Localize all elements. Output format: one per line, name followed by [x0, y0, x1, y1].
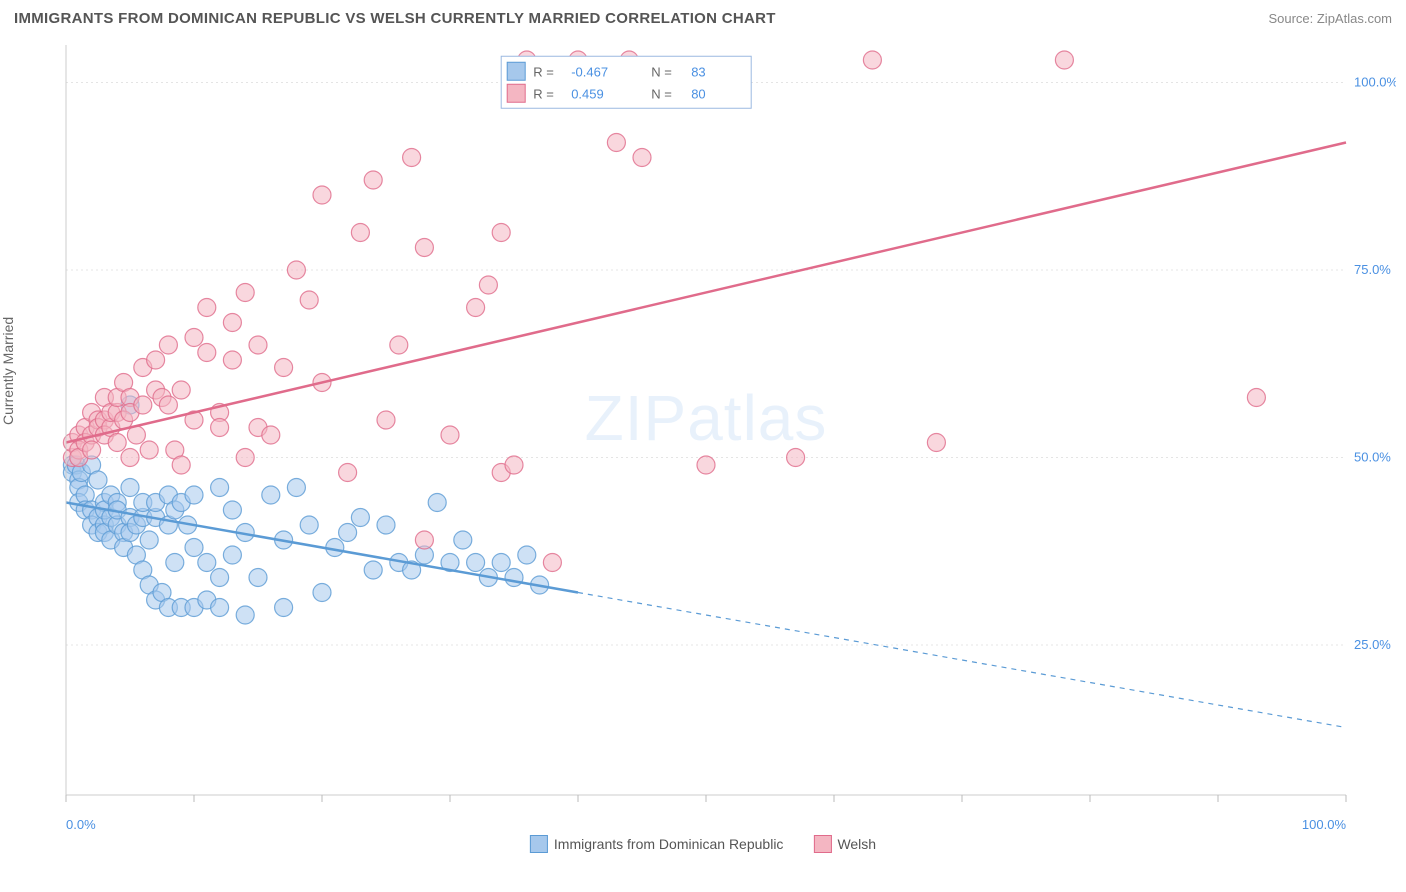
svg-text:80: 80 [691, 86, 705, 101]
source-label: Source: ZipAtlas.com [1268, 11, 1392, 26]
svg-text:N =: N = [651, 86, 672, 101]
chart-title: IMMIGRANTS FROM DOMINICAN REPUBLIC VS WE… [14, 10, 776, 27]
svg-text:100.0%: 100.0% [1354, 75, 1396, 90]
svg-text:75.0%: 75.0% [1354, 262, 1391, 277]
legend-item-series1: Immigrants from Dominican Republic [530, 835, 784, 853]
scatter-chart: 25.0% 50.0% 75.0% 100.0% ZIPatlas 0.0% 100.0% R… [10, 35, 1396, 855]
svg-text:0.459: 0.459 [571, 86, 604, 101]
svg-text:0.0%: 0.0% [66, 817, 96, 832]
svg-text:R =: R = [533, 64, 554, 79]
svg-text:-0.467: -0.467 [571, 64, 608, 79]
svg-text:R =: R = [533, 86, 554, 101]
svg-text:100.0%: 100.0% [1302, 817, 1347, 832]
svg-text:ZIPatlas: ZIPatlas [585, 382, 828, 454]
svg-text:83: 83 [691, 64, 705, 79]
chart-container: Currently Married 25.0%50.0%75.0%100.0%Z… [10, 35, 1396, 855]
legend-swatch-pink [813, 835, 831, 853]
legend-label-series1: Immigrants from Dominican Republic [554, 836, 784, 852]
y-axis-label: Currently Married [0, 317, 16, 425]
svg-text:N =: N = [651, 64, 672, 79]
legend-label-series2: Welsh [837, 836, 876, 852]
bottom-legend: Immigrants from Dominican Republic Welsh [530, 835, 876, 853]
legend-item-series2: Welsh [813, 835, 876, 853]
legend-swatch-blue [530, 835, 548, 853]
svg-text:25.0%: 25.0% [1354, 637, 1391, 652]
svg-text:50.0%: 50.0% [1354, 450, 1391, 465]
